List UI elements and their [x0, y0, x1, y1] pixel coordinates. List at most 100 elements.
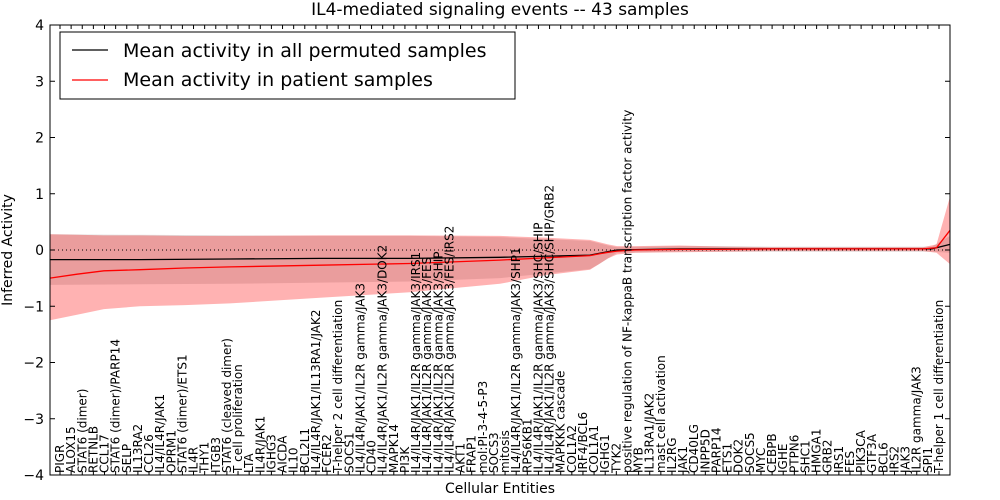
category-label: IGHE: [776, 444, 790, 473]
category-label: IL4/IL4R/JAK1/IL2R gamma/JAK3/SHP1: [509, 247, 523, 473]
category-label: AKT1: [454, 443, 468, 473]
category-label: IL13RA1/JAK2: [643, 393, 657, 473]
category-label: FES: [843, 451, 857, 473]
y-axis-label: Inferred Activity: [0, 194, 16, 306]
legend-label-patient: Mean activity in patient samples: [123, 69, 433, 91]
category-label: FCER2: [320, 434, 334, 473]
y-tick-label: −2: [23, 356, 44, 372]
category-label: T-helper 2 cell differentiation: [331, 300, 345, 474]
category-label: PARP14: [710, 427, 724, 473]
category-label: COL1A2: [565, 425, 579, 473]
confidence-bands: [50, 196, 950, 321]
category-label: JAK1: [676, 446, 690, 474]
category-label: IL4R/JAK1: [253, 416, 267, 473]
category-label: JAK3: [899, 446, 913, 474]
x-axis-label: Cellular Entities: [445, 481, 555, 497]
category-label: IRS1: [832, 446, 846, 473]
category-label: PI3K: [398, 446, 412, 473]
category-label: SOCS3: [487, 432, 501, 473]
category-label: PIGR: [53, 445, 67, 473]
category-label: ETS1: [721, 443, 735, 473]
category-label: IL2R gamma/JAK3: [910, 366, 924, 473]
y-tick-label: −3: [23, 412, 44, 428]
category-label: IL4/IL4R/JAK1/IL2R gamma/JAK3/DOK2: [376, 245, 390, 473]
category-label: CD40LG: [687, 424, 701, 473]
y-tick-label: 0: [35, 243, 44, 259]
y-tick-label: 1: [35, 187, 44, 203]
category-label: IL4/IL4R/JAK1/IL2R gamma/JAK3/FES/IRS2: [442, 226, 456, 473]
category-label: COL1A1: [587, 425, 601, 473]
legend-label-permuted: Mean activity in all permuted samples: [123, 40, 486, 62]
category-label: IL4/IL4R/JAK1/IL13RA1/JAK2: [309, 310, 323, 474]
band-1: [50, 196, 950, 321]
category-label: IRF4/BCL6: [576, 412, 590, 473]
category-label: CEBPB: [765, 433, 779, 473]
category-label: MAPKKK cascade: [554, 371, 568, 473]
category-label: CCL17: [98, 434, 112, 473]
y-axis-ticks: −4 −3 −2 −1 0 1 2 3 4: [23, 18, 950, 484]
category-label: CCL26: [142, 434, 156, 473]
category-label: positive regulation of NF-kappaB transcr…: [621, 110, 635, 473]
category-label: IL4R: [187, 447, 201, 473]
category-label: SPI1: [921, 447, 935, 473]
chart-title: IL4-mediated signaling events -- 43 samp…: [311, 0, 689, 20]
y-tick-label: 2: [35, 131, 44, 147]
category-label: BCL2L1: [298, 428, 312, 473]
category-label: IRS2: [888, 446, 902, 473]
category-label: RPS6KB1: [520, 418, 534, 473]
category-label: STAT6 (dimer): [75, 389, 89, 473]
category-label: TYK2: [609, 443, 623, 474]
y-tick-label: 4: [35, 18, 44, 34]
category-label: STAT6 (cleaved dimer): [220, 338, 234, 473]
category-label: IL4/IL4R/JAK1/IL2R gamma/JAK3/SHC/SHIP: [531, 222, 545, 473]
category-label: IL4/IL4R/JAK1/IL2R gamma/JAK3/SHC/SHIP/G…: [543, 185, 557, 473]
category-label: AICDA: [276, 435, 290, 473]
series-line-1: [49, 229, 951, 279]
category-label: SOCS5: [743, 432, 757, 473]
y-tick-label: −4: [23, 468, 44, 484]
category-label: SHC1: [799, 440, 813, 473]
category-label: HMGA1: [810, 428, 824, 473]
category-label: GTF3A: [865, 433, 879, 473]
category-label: IL4/IL4R/JAK1/IL2R gamma/JAK3/IRS1: [409, 252, 423, 473]
legend: Mean activity in all permuted samples Me…: [59, 31, 516, 100]
x-axis-ticks: [59, 25, 940, 475]
category-label: GRB2: [821, 439, 835, 473]
category-label: IL4/IL4R/JAK1/IL2R gamma/JAK3/SHIP: [431, 252, 445, 473]
category-label: IGHG3: [264, 434, 278, 473]
category-label: IL4/IL4R/JAK1/IL2R gamma/JAK3: [353, 283, 367, 473]
category-label: IL2RG: [665, 438, 679, 474]
category-label: IGHG1: [598, 434, 612, 473]
category-label: mast cell activation: [654, 355, 668, 473]
category-label: SELP: [120, 444, 134, 473]
y-tick-label: 3: [35, 74, 44, 90]
category-label: THY1: [198, 442, 212, 474]
category-label: OPRM1: [164, 430, 178, 473]
category-label: IL10: [287, 448, 301, 474]
category-label: RETNLB: [86, 426, 100, 473]
category-label: IL13RA2: [131, 424, 145, 473]
y-tick-label: −1: [23, 299, 44, 315]
category-label: CD40: [365, 440, 379, 473]
category-label: PIK3CA: [854, 429, 868, 473]
legend-box: [59, 31, 516, 100]
category-label: IL4/IL4R/JAK1: [153, 394, 167, 473]
category-label: INPP5D: [698, 429, 712, 473]
category-label: FRAP1: [465, 435, 479, 473]
category-label: STAT6 (dimer)/PARP14: [109, 339, 123, 473]
category-label: T-helper 1 cell differentiation: [932, 300, 946, 474]
category-label: ALOX15: [64, 426, 78, 473]
category-label: DOK2: [732, 439, 746, 473]
category-label: PTPN6: [787, 435, 801, 473]
category-label: MYB: [632, 447, 646, 473]
category-label: MYC: [754, 448, 768, 473]
category-label: mol:PI-3-4-5-P3: [476, 381, 490, 473]
category-label: ITGB3: [209, 437, 223, 473]
category-label: LTA: [242, 453, 256, 473]
series-lines: [49, 229, 951, 279]
category-label: IL4/IL4R/JAK1/IL2R gamma/JAK3/FES: [420, 257, 434, 473]
category-label: T cell proliferation: [231, 364, 245, 474]
category-label: mitosis: [498, 430, 512, 473]
